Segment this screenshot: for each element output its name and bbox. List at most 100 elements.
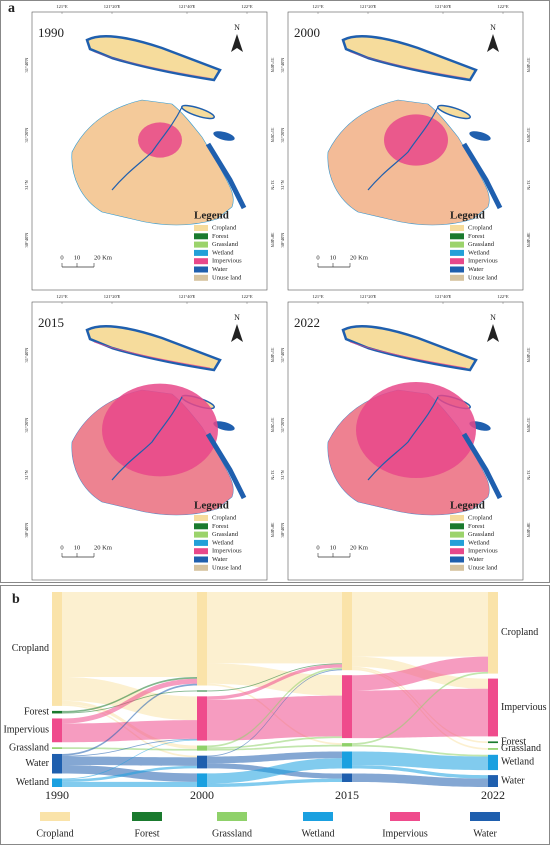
legend-label: Wetland	[212, 539, 234, 546]
sankey-node	[342, 592, 352, 671]
river	[367, 106, 439, 191]
island	[85, 35, 222, 82]
legend-label: Cropland	[212, 224, 237, 231]
top-tick-label: 121°20'E	[360, 4, 377, 9]
coast-water	[461, 142, 503, 210]
legend-label: Cropland	[468, 514, 493, 521]
right-tick-label: 31°40'N	[270, 348, 275, 364]
sankey-node	[342, 751, 352, 769]
legend-label: Wetland	[212, 249, 234, 256]
top-tick-label: 122°E	[241, 294, 253, 299]
map-panel: 121°E 121°20'E 121°40'E 122°E 31°40'N 31°40'N…	[280, 294, 531, 581]
legend-swatch	[450, 548, 464, 555]
legend-label: Impervious	[468, 258, 498, 265]
sankey-node	[52, 778, 62, 787]
legend-title: Legend	[194, 210, 229, 222]
legend-swatch	[194, 564, 208, 571]
island	[213, 131, 235, 141]
top-tick-label: 122°E	[497, 294, 509, 299]
sankey-node	[197, 690, 207, 692]
flow	[207, 778, 342, 787]
legend-title: Legend	[450, 500, 485, 512]
legend-label: Forest	[468, 233, 484, 240]
island-strip	[349, 51, 467, 79]
coast-water	[205, 432, 247, 500]
legend-label: Forest	[212, 233, 228, 240]
island	[341, 325, 478, 372]
scale-label: 20 Km	[94, 544, 112, 551]
node-label: Wetland	[501, 757, 534, 768]
flow	[62, 765, 197, 782]
river	[111, 396, 183, 481]
map-year: 1990	[38, 25, 64, 40]
left-tick-label: 31°40'N	[280, 57, 285, 73]
flow	[352, 765, 488, 779]
flow	[62, 677, 197, 713]
sankey-node	[488, 592, 498, 674]
top-tick-label: 121°E	[312, 4, 324, 9]
panel-a-label: a	[8, 1, 15, 16]
legend-swatch	[132, 812, 162, 821]
top-tick-label: 121°E	[56, 294, 68, 299]
legend-label: Unuse land	[212, 564, 242, 571]
sankey-node	[197, 755, 207, 769]
left-tick-label: 30°40'N	[280, 522, 285, 538]
scale-label: 20 Km	[350, 254, 368, 261]
north-label: N	[490, 23, 496, 32]
flow	[62, 592, 197, 677]
top-tick-label: 121°40'E	[179, 4, 196, 9]
flow	[62, 756, 197, 766]
year-label: 2000	[190, 788, 214, 802]
legend-swatch	[450, 556, 464, 563]
island	[85, 325, 222, 372]
sankey-node	[488, 754, 498, 771]
top-tick-label: 121°40'E	[435, 4, 452, 9]
sankey-node	[342, 675, 352, 739]
right-tick-label: 30°40'N	[526, 523, 531, 539]
flow	[62, 678, 197, 724]
legend-swatch	[194, 233, 208, 240]
node-label: Water	[501, 775, 525, 786]
legend-swatch	[390, 812, 420, 821]
legend-label: Unuse land	[212, 274, 242, 281]
legend-label: Forest	[135, 828, 160, 839]
scale-label: 20 Km	[94, 254, 112, 261]
island	[213, 421, 235, 431]
legend-swatch	[194, 225, 208, 231]
scale-label: 0	[60, 544, 63, 551]
north-arrow	[487, 324, 499, 342]
island-strip	[93, 341, 211, 369]
legend-swatch	[194, 266, 208, 273]
right-tick-label: 31°20'N	[270, 128, 275, 144]
sankey-node	[52, 592, 62, 706]
legend-swatch	[194, 241, 208, 248]
legend-label: Cropland	[36, 828, 73, 839]
island-strip	[349, 341, 467, 369]
node-label: Impervious	[3, 725, 49, 736]
north-label: N	[234, 313, 240, 322]
island-strip	[93, 51, 211, 79]
scale-label: 10	[74, 254, 81, 261]
node-label: Grassland	[501, 743, 541, 754]
legend-label: Water	[468, 556, 484, 563]
sankey-node	[52, 753, 62, 774]
river	[111, 106, 183, 191]
legend-swatch	[303, 812, 333, 821]
top-tick-label: 121°20'E	[104, 294, 121, 299]
left-tick-label: 31°N	[280, 469, 285, 479]
sankey-node	[488, 748, 498, 750]
legend-label: Grassland	[468, 241, 495, 248]
left-tick-label: 31°20'N	[280, 127, 285, 143]
flow	[62, 739, 197, 780]
flow	[207, 669, 342, 757]
flow	[62, 720, 197, 743]
sankey-node	[342, 773, 352, 782]
north-arrow	[487, 34, 499, 52]
scale-label: 10	[330, 254, 337, 261]
sankey-node	[488, 741, 498, 744]
legend-label: Cropland	[212, 514, 237, 521]
legend-swatch	[450, 564, 464, 571]
coast-water	[205, 142, 247, 210]
right-tick-label: 31°N	[270, 470, 275, 480]
node-label: Cropland	[501, 627, 538, 638]
